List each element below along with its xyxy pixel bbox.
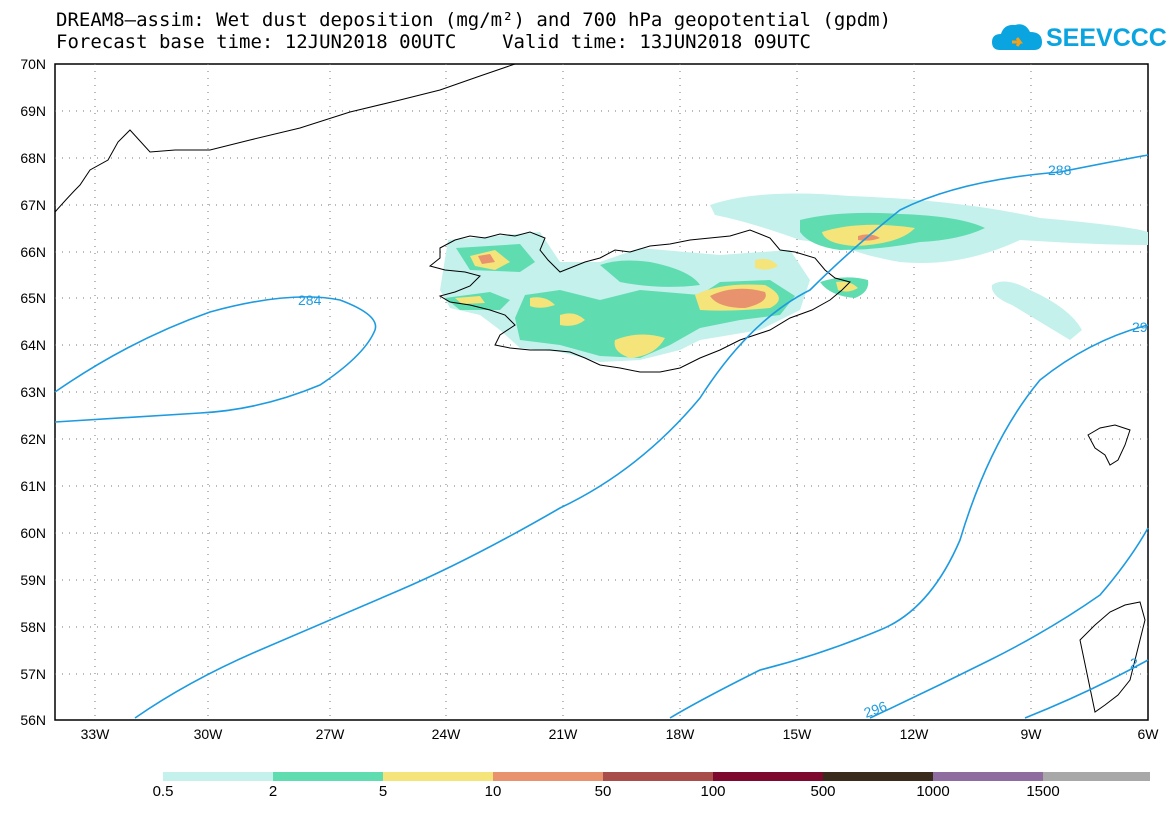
lat-label: 69N: [20, 103, 46, 119]
colorbar: [163, 772, 1150, 781]
colorbar-swatch-8: [1043, 772, 1150, 781]
cloud-icon: [992, 24, 1042, 50]
lat-label: 56N: [20, 712, 46, 728]
contour-label-group: 284 288 296 29 2: [298, 162, 1148, 721]
lon-label: 18W: [665, 726, 695, 742]
contour-label-3xx: 2: [1130, 655, 1138, 671]
colorbar-label: 100: [700, 783, 726, 800]
lat-label: 58N: [20, 619, 46, 635]
graticule: [55, 64, 1148, 720]
lat-label: 67N: [20, 197, 46, 213]
lon-label: 9W: [1020, 726, 1042, 742]
lon-label: 21W: [548, 726, 578, 742]
colorbar-swatch-7: [933, 772, 1043, 781]
colorbar-swatch-2: [383, 772, 493, 781]
lat-label: 70N: [20, 56, 46, 72]
colorbar-swatch-5: [713, 772, 823, 781]
contour-label-296: 296: [862, 698, 890, 721]
lat-label: 64N: [20, 337, 46, 353]
colorbar-label: 2: [268, 783, 278, 800]
lat-label: 68N: [20, 150, 46, 166]
lat-label: 66N: [20, 244, 46, 260]
colorbar-label: 1000: [916, 783, 950, 800]
lat-label: 62N: [20, 431, 46, 447]
lat-label: 65N: [20, 290, 46, 306]
lat-label: 57N: [20, 666, 46, 682]
contour-label-29x: 29: [1132, 319, 1148, 335]
colorbar-label: 10: [484, 783, 502, 800]
colorbar-swatch-4: [603, 772, 713, 781]
lon-label: 33W: [80, 726, 110, 742]
geopotential-contours: [54, 154, 1149, 719]
coastlines: [54, 63, 1146, 713]
contour-label-288: 288: [1048, 162, 1072, 178]
colorbar-swatch-1: [273, 772, 383, 781]
colorbar-label: 50: [594, 783, 612, 800]
lon-label: 24W: [431, 726, 461, 742]
colorbar-swatch-6: [823, 772, 933, 781]
lon-label: 15W: [782, 726, 812, 742]
lat-label: 63N: [20, 384, 46, 400]
map-subtitle: Forecast base time: 12JUN2018 00UTC Vali…: [56, 31, 811, 53]
colorbar-label: 5: [378, 783, 388, 800]
colorbar-label: 1500: [1026, 783, 1060, 800]
lat-label: 60N: [20, 525, 46, 541]
seevccc-logo: SEEVCCC: [990, 18, 1167, 58]
colorbar-swatch-3: [493, 772, 603, 781]
lat-label: 61N: [20, 478, 46, 494]
lon-label: 6W: [1137, 726, 1159, 742]
lat-label: 59N: [20, 572, 46, 588]
lon-label: 12W: [899, 726, 929, 742]
lon-label: 27W: [315, 726, 345, 742]
colorbar-label: 0.5: [152, 783, 174, 800]
lon-label: 30W: [193, 726, 223, 742]
logo-text: SEEVCCC: [1046, 24, 1167, 52]
contour-label-284: 284: [298, 292, 322, 308]
dust-shading: [440, 193, 1148, 362]
colorbar-swatch-0: [163, 772, 273, 781]
colorbar-label: 500: [810, 783, 836, 800]
map-title: DREAM8–assim: Wet dust deposition (mg/m²…: [56, 9, 892, 31]
